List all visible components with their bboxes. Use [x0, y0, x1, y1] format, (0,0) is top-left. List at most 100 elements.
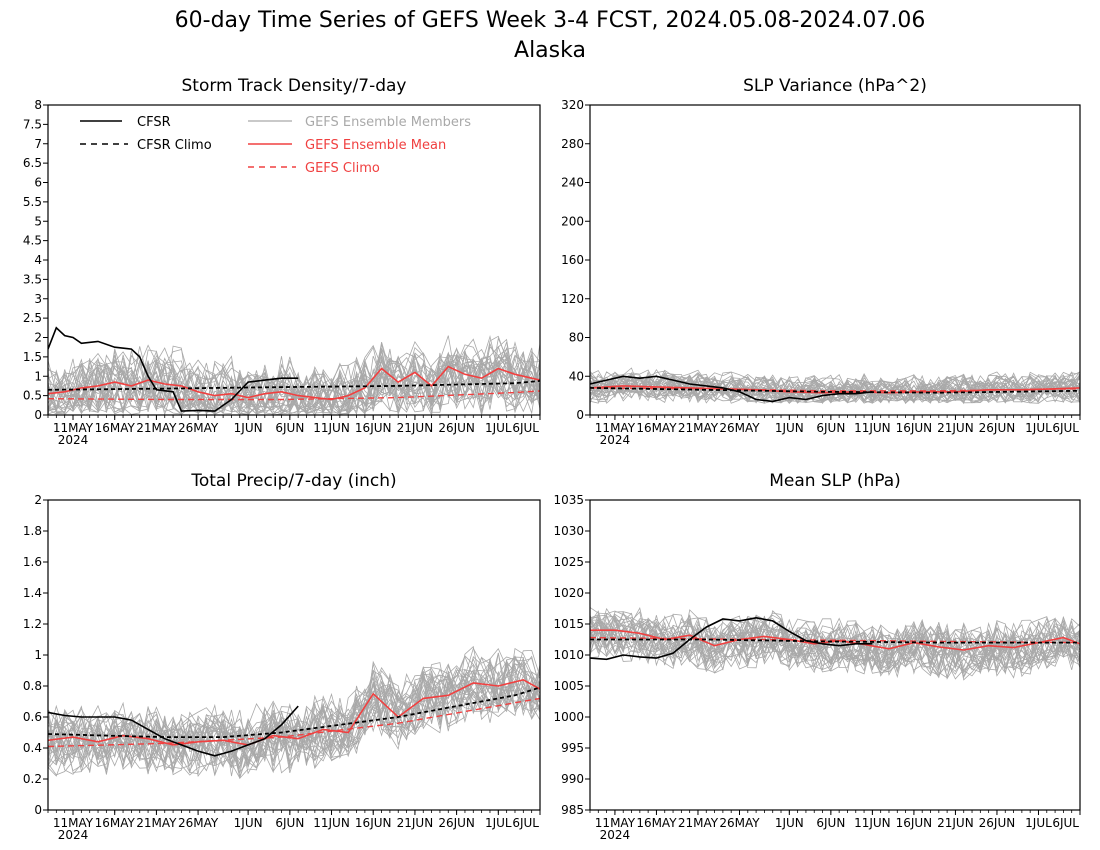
x-tick-label: 1JUN	[234, 421, 263, 435]
panel-1: Storm Track Density/7-day 0 0.5 1 1.5 2 2.5 3 3.…	[23, 76, 541, 447]
y-tick-label: 0	[34, 803, 42, 817]
y-tick-label: 985	[561, 803, 584, 817]
x-tick-label: 11MAY	[595, 816, 636, 830]
series-line-cfsr-climo	[48, 686, 540, 738]
series-line-cfsr-climo	[590, 387, 1080, 394]
plot-area	[590, 367, 1080, 405]
y-tick-label: 1000	[553, 710, 584, 724]
x-year-label: 2024	[600, 828, 631, 842]
y-tick-label: 1005	[553, 679, 584, 693]
series-line-cfsr	[590, 616, 873, 661]
x-tick-label: 6JUN	[275, 421, 304, 435]
series-line-cfsr	[590, 375, 873, 403]
x-year-label: 2024	[58, 433, 89, 447]
figure-title: 60-day Time Series of GEFS Week 3-4 FCST…	[175, 8, 926, 33]
y-tick-label: 4.5	[23, 234, 42, 248]
y-tick-label: 995	[561, 741, 584, 755]
x-tick-label: 6JUL	[1052, 421, 1079, 435]
x-tick-label: 16JUN	[896, 816, 933, 830]
y-tick-label: 0.8	[23, 679, 42, 693]
x-tick-label: 11MAY	[53, 421, 94, 435]
ensemble-member-line	[590, 617, 1080, 673]
x-tick-label: 11JUN	[313, 816, 350, 830]
x-tick-label: 21MAY	[136, 421, 177, 435]
series-line-gefs-ensemble-mean	[48, 678, 540, 746]
x-tick-label: 1JUL	[1025, 421, 1052, 435]
ensemble-member-line	[48, 658, 540, 762]
x-tick-label: 16MAY	[636, 816, 677, 830]
y-tick-label: 1035	[553, 493, 584, 507]
x-tick-label: 16JUN	[896, 421, 933, 435]
y-tick-label: 1.8	[23, 524, 42, 538]
y-tick-label: 4	[34, 253, 42, 267]
x-tick-label: 16MAY	[636, 421, 677, 435]
ensemble-member-line	[590, 613, 1080, 663]
y-tick-label: 990	[561, 772, 584, 786]
x-tick-label: 26MAY	[719, 421, 760, 435]
y-tick-label: 0.2	[23, 772, 42, 786]
y-tick-label: 80	[569, 331, 584, 345]
x-year-label: 2024	[600, 433, 631, 447]
legend-label-ens-members: GEFS Ensemble Members	[305, 115, 471, 130]
x-tick-label: 11JUN	[854, 816, 891, 830]
y-tick-label: 1.5	[23, 350, 42, 364]
y-tick-label: 1010	[553, 648, 584, 662]
ensemble-member-line	[590, 614, 1080, 667]
x-tick-label: 6JUN	[275, 816, 304, 830]
x-tick-label: 16MAY	[95, 421, 136, 435]
y-tick-label: 0.4	[23, 741, 42, 755]
y-tick-label: 1020	[553, 586, 584, 600]
panel-3: Total Precip/7-day (inch)00.20.40.60.811…	[23, 471, 541, 842]
y-tick-label: 1.4	[23, 586, 42, 600]
legend-label-gefs-climo: GEFS Climo	[305, 161, 380, 176]
y-tick-label: 6.5	[23, 156, 42, 170]
x-tick-label: 21MAY	[678, 421, 719, 435]
plot-frame	[589, 104, 1081, 416]
legend-label-cfsr: CFSR	[137, 115, 171, 130]
y-tick-label: 0	[34, 408, 42, 422]
legend-label-cfsr-climo: CFSR Climo	[137, 138, 212, 153]
ensemble-member-line	[48, 360, 540, 415]
ensemble-member-line	[48, 669, 540, 777]
x-tick-label: 21JUN	[397, 816, 434, 830]
x-tick-label: 6JUL	[512, 421, 539, 435]
y-tick-label: 160	[561, 253, 584, 267]
x-tick-label: 21JUN	[397, 421, 434, 435]
panel-title: Total Precip/7-day (inch)	[190, 471, 396, 491]
ensemble-member-line	[48, 356, 540, 415]
panel-title: Mean SLP (hPa)	[769, 471, 901, 491]
ensemble-member-line	[590, 371, 1080, 404]
x-tick-label: 11JUN	[854, 421, 891, 435]
ensemble-member-line	[48, 335, 540, 405]
legend: CFSR CFSR Climo GEFS Ensemble Members GE…	[80, 115, 471, 176]
ensemble-member-line	[48, 354, 540, 415]
y-tick-label: 6	[34, 176, 42, 190]
y-tick-label: 40	[569, 369, 584, 383]
y-tick-label: 1015	[553, 617, 584, 631]
y-tick-label: 1	[34, 648, 42, 662]
series-line-gefs-ensemble-mean	[48, 365, 540, 401]
x-tick-label: 1JUL	[485, 421, 512, 435]
y-tick-label: 2	[34, 493, 42, 507]
x-tick-label: 21JUN	[937, 421, 974, 435]
x-tick-label: 21JUN	[937, 816, 974, 830]
x-tick-label: 11JUN	[313, 421, 350, 435]
x-tick-label: 1JUN	[775, 816, 804, 830]
y-tick-label: 280	[561, 137, 584, 151]
y-tick-label: 5	[34, 214, 42, 228]
panel-title: SLP Variance (hPa^2)	[743, 76, 927, 96]
x-tick-label: 16JUN	[355, 421, 392, 435]
x-tick-label: 26JUN	[438, 421, 475, 435]
plot-area	[48, 326, 540, 415]
panel-2: SLP Variance (hPa^2) 0 40 80 120 160 200 240 280…	[561, 76, 1081, 447]
ensemble-member-line	[590, 376, 1080, 404]
ensemble-member-line	[590, 370, 1080, 400]
x-tick-label: 6JUN	[816, 421, 845, 435]
y-tick-label: 7	[34, 137, 42, 151]
ensemble-member-line	[48, 661, 540, 767]
series-line-cfsr	[48, 326, 299, 412]
x-tick-label: 1JUL	[485, 816, 512, 830]
x-tick-label: 11MAY	[53, 816, 94, 830]
y-tick-label: 1	[34, 369, 42, 383]
x-tick-label: 11MAY	[595, 421, 636, 435]
